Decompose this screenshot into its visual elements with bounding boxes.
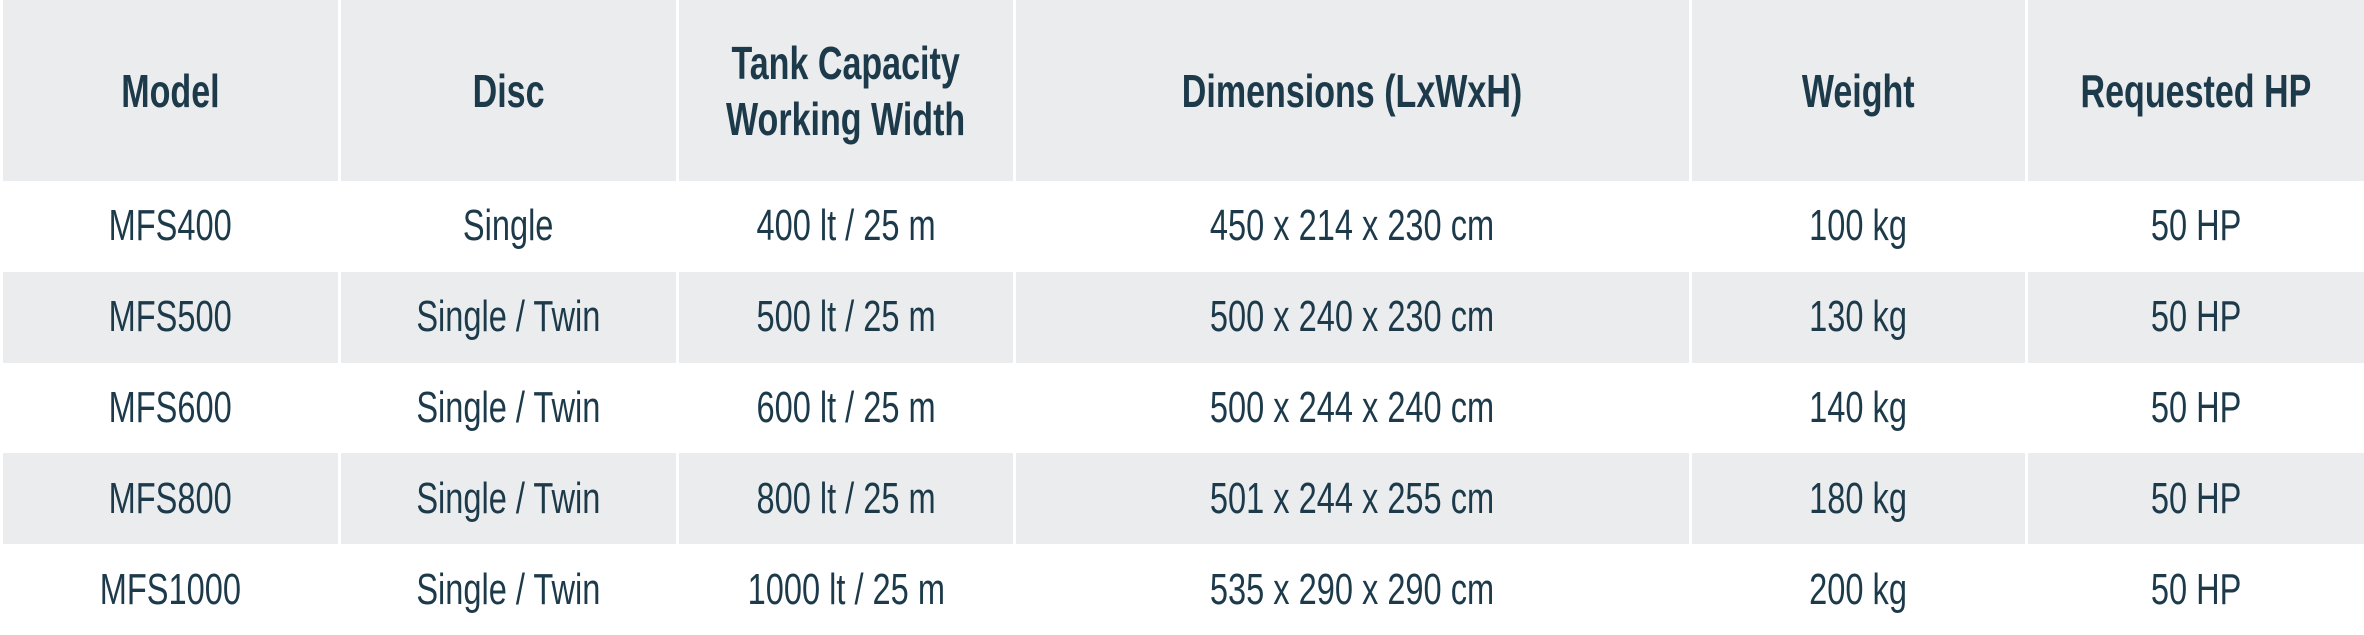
table-cell: 500 x 240 x 230 cm xyxy=(1013,271,1692,363)
cell-text: 500 x 240 x 230 cm xyxy=(1210,292,1495,342)
cell-text: 500 lt / 25 m xyxy=(756,292,936,342)
cell-text: 50 HP xyxy=(2150,201,2242,251)
table-cell: 600 lt / 25 m xyxy=(676,362,1016,454)
table-cell: 501 x 244 x 255 cm xyxy=(1013,453,1692,545)
cell-text: MFS600 xyxy=(108,382,233,432)
table-cell: Single xyxy=(338,181,679,272)
cell-text: 50 HP xyxy=(2150,382,2242,432)
header-cell: Weight xyxy=(1689,0,2028,181)
table-cell: MFS600 xyxy=(0,362,341,454)
table-cell: 100 kg xyxy=(1689,181,2028,272)
table-cell: MFS1000 xyxy=(0,544,341,635)
cell-text: MFS1000 xyxy=(99,564,242,614)
table-cell: Single / Twin xyxy=(338,271,679,363)
table-cell: Single / Twin xyxy=(338,453,679,545)
cell-text: 1000 lt / 25 m xyxy=(747,564,945,614)
header-row: Model Disc Tank Capacity Working Width Dime… xyxy=(0,0,2364,181)
table-cell: 130 kg xyxy=(1689,271,2028,363)
header-cell: Dimensions (LxWxH) xyxy=(1013,0,1692,181)
table-cell: 535 x 290 x 290 cm xyxy=(1013,544,1692,635)
cell-text: 130 kg xyxy=(1809,292,1908,342)
table-cell: 140 kg xyxy=(1689,362,2028,454)
table-cell: MFS800 xyxy=(0,453,341,545)
cell-text: Single / Twin xyxy=(416,382,601,432)
header-cell: Requested HP xyxy=(2025,0,2364,181)
header-cell: Disc xyxy=(338,0,679,181)
table-cell: 1000 lt / 25 m xyxy=(676,544,1016,635)
table-row: MFS500 Single / Twin 500 lt / 25 m 500 x 24… xyxy=(0,271,2364,363)
table-cell: 800 lt / 25 m xyxy=(676,453,1016,545)
cell-text: Weight xyxy=(1802,64,1915,117)
cell-text: MFS400 xyxy=(108,201,233,251)
table-cell: 50 HP xyxy=(2025,181,2364,272)
cell-text: 535 x 290 x 290 cm xyxy=(1210,564,1495,614)
cell-text: 400 lt / 25 m xyxy=(756,201,936,251)
cell-text: 600 lt / 25 m xyxy=(756,382,936,432)
table-cell: 400 lt / 25 m xyxy=(676,181,1016,272)
table-cell: Single / Twin xyxy=(338,544,679,635)
header-cell: Tank Capacity Working Width xyxy=(676,0,1016,181)
cell-text: 50 HP xyxy=(2150,564,2242,614)
table-row: MFS800 Single / Twin 800 lt / 25 m 501 x 24… xyxy=(0,453,2364,545)
cell-text: MFS800 xyxy=(108,473,233,523)
table-body: MFS400 Single 400 lt / 25 m 450 x 214 x 230… xyxy=(0,181,2364,635)
cell-text: Tank Capacity Working Width xyxy=(726,36,966,145)
cell-text: 140 kg xyxy=(1809,382,1908,432)
cell-text: Requested HP xyxy=(2080,64,2312,117)
cell-text: Dimensions (LxWxH) xyxy=(1182,64,1523,117)
cell-text: 500 x 244 x 240 cm xyxy=(1210,382,1495,432)
cell-text: Model xyxy=(121,64,220,117)
table-cell: 200 kg xyxy=(1689,544,2028,635)
table-cell: 50 HP xyxy=(2025,544,2364,635)
table-row: MFS600 Single / Twin 600 lt / 25 m 500 x 24… xyxy=(0,362,2364,454)
cell-text: 50 HP xyxy=(2150,473,2242,523)
cell-text: 180 kg xyxy=(1809,473,1908,523)
table-cell: 450 x 214 x 230 cm xyxy=(1013,181,1692,272)
cell-text: 200 kg xyxy=(1809,564,1908,614)
table-cell: MFS400 xyxy=(0,181,341,272)
cell-text: Disc xyxy=(472,64,545,117)
table-row: MFS400 Single 400 lt / 25 m 450 x 214 x 230… xyxy=(0,181,2364,272)
table-row: MFS1000 Single / Twin 1000 lt / 25 m 535 x … xyxy=(0,544,2364,635)
cell-text: Single / Twin xyxy=(416,564,601,614)
cell-text: MFS500 xyxy=(108,292,233,342)
table-cell: 500 x 244 x 240 cm xyxy=(1013,362,1692,454)
header-cell: Model xyxy=(0,0,341,181)
cell-text: 800 lt / 25 m xyxy=(756,473,936,523)
cell-text: 501 x 244 x 255 cm xyxy=(1210,473,1495,523)
table-cell: 50 HP xyxy=(2025,362,2364,454)
table-cell: 50 HP xyxy=(2025,271,2364,363)
table-cell: 180 kg xyxy=(1689,453,2028,545)
table-cell: 500 lt / 25 m xyxy=(676,271,1016,363)
table-cell: 50 HP xyxy=(2025,453,2364,545)
cell-text: 100 kg xyxy=(1809,201,1908,251)
table-head: Model Disc Tank Capacity Working Width Dime… xyxy=(0,0,2364,181)
cell-text: 50 HP xyxy=(2150,292,2242,342)
cell-text: 450 x 214 x 230 cm xyxy=(1210,201,1495,251)
cell-text: Single xyxy=(463,201,554,251)
cell-text: Single / Twin xyxy=(416,292,601,342)
table-cell: Single / Twin xyxy=(338,362,679,454)
cell-text: Single / Twin xyxy=(416,473,601,523)
table-cell: MFS500 xyxy=(0,271,341,363)
